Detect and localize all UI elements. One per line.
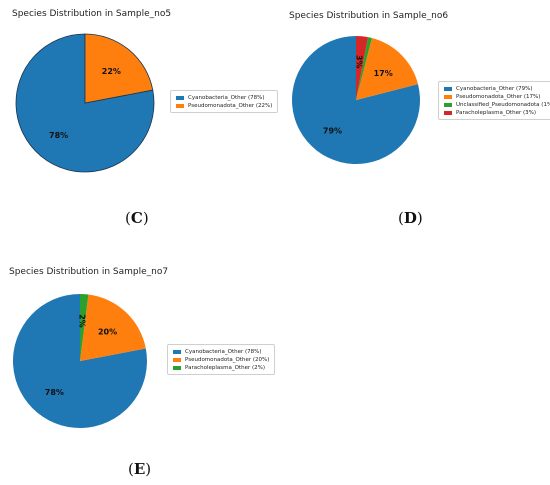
legend-c: Cyanobacteria_Other (78%) Pseudomonadota_… bbox=[170, 90, 279, 113]
pie-slice bbox=[84, 33, 154, 104]
pie-chart-d: 79% 17% 3% bbox=[292, 36, 420, 164]
legend-label: Unclassified_Pseudomonadota (1%) bbox=[456, 102, 550, 108]
pie-slice bbox=[356, 37, 372, 100]
panel-label-c: (C) bbox=[125, 209, 149, 227]
chart-title-c: Species Distribution in Sample_no5 bbox=[12, 9, 172, 19]
slice-label: 2% bbox=[78, 314, 87, 328]
legend-item: Cyanobacteria_Other (78%) bbox=[176, 94, 272, 102]
legend-swatch bbox=[444, 103, 452, 107]
legend-swatch bbox=[176, 104, 184, 108]
slice-label: 78% bbox=[49, 131, 68, 140]
legend-item: Cyanobacteria_Other (79%) bbox=[444, 85, 550, 93]
legend-item: Unclassified_Pseudomonadota (1%) bbox=[444, 101, 550, 109]
pie-slice bbox=[80, 294, 146, 361]
legend-label: Cyanobacteria_Other (78%) bbox=[185, 349, 262, 355]
slice-label: 3% bbox=[355, 55, 364, 69]
slice-label: 79% bbox=[323, 126, 342, 135]
panel-label-d: (D) bbox=[398, 209, 423, 227]
chart-title-d: Species Distribution in Sample_no6 bbox=[289, 11, 449, 21]
slice-label: 78% bbox=[45, 388, 64, 397]
legend-item: Pseudomonadota_Other (17%) bbox=[444, 93, 550, 101]
slice-label: 17% bbox=[374, 69, 393, 78]
legend-swatch bbox=[444, 111, 452, 115]
legend-label: Cyanobacteria_Other (78%) bbox=[188, 95, 265, 101]
pie-slice bbox=[15, 33, 155, 173]
legend-item: Pseudomonadota_Other (20%) bbox=[173, 356, 269, 364]
pie-chart-e: 78% 20% 2% bbox=[12, 294, 148, 428]
legend-item: Paracholeplasma_Other (2%) bbox=[173, 364, 269, 372]
legend-swatch bbox=[176, 96, 184, 100]
legend-swatch bbox=[444, 95, 452, 99]
legend-item: Cyanobacteria_Other (78%) bbox=[173, 348, 269, 356]
legend-item: Pseudomonadota_Other (22%) bbox=[176, 102, 272, 110]
legend-swatch bbox=[173, 366, 181, 370]
legend-swatch bbox=[173, 358, 181, 362]
legend-label: Paracholeplasma_Other (3%) bbox=[456, 110, 536, 116]
legend-item: Paracholeplasma_Other (3%) bbox=[444, 109, 550, 117]
legend-label: Pseudomonadota_Other (17%) bbox=[456, 94, 541, 100]
pie-slice bbox=[356, 36, 368, 100]
legend-label: Pseudomonadota_Other (20%) bbox=[185, 357, 270, 363]
legend-label: Pseudomonadota_Other (22%) bbox=[188, 103, 273, 109]
legend-d: Cyanobacteria_Other (79%) Pseudomonadota_… bbox=[438, 81, 550, 120]
legend-label: Paracholeplasma_Other (2%) bbox=[185, 365, 265, 371]
legend-e: Cyanobacteria_Other (78%) Pseudomonadota_… bbox=[167, 344, 276, 375]
pie-slice bbox=[80, 294, 89, 361]
legend-swatch bbox=[173, 350, 181, 354]
pie-slice bbox=[356, 38, 418, 100]
legend-swatch bbox=[444, 87, 452, 91]
legend-label: Cyanobacteria_Other (79%) bbox=[456, 86, 533, 92]
pie-chart-c: 78% 22% bbox=[15, 33, 155, 173]
slice-label: 20% bbox=[98, 328, 117, 337]
panel-label-e: (E) bbox=[128, 460, 152, 478]
chart-title-e: Species Distribution in Sample_no7 bbox=[9, 267, 169, 277]
slice-label: 22% bbox=[102, 67, 121, 76]
